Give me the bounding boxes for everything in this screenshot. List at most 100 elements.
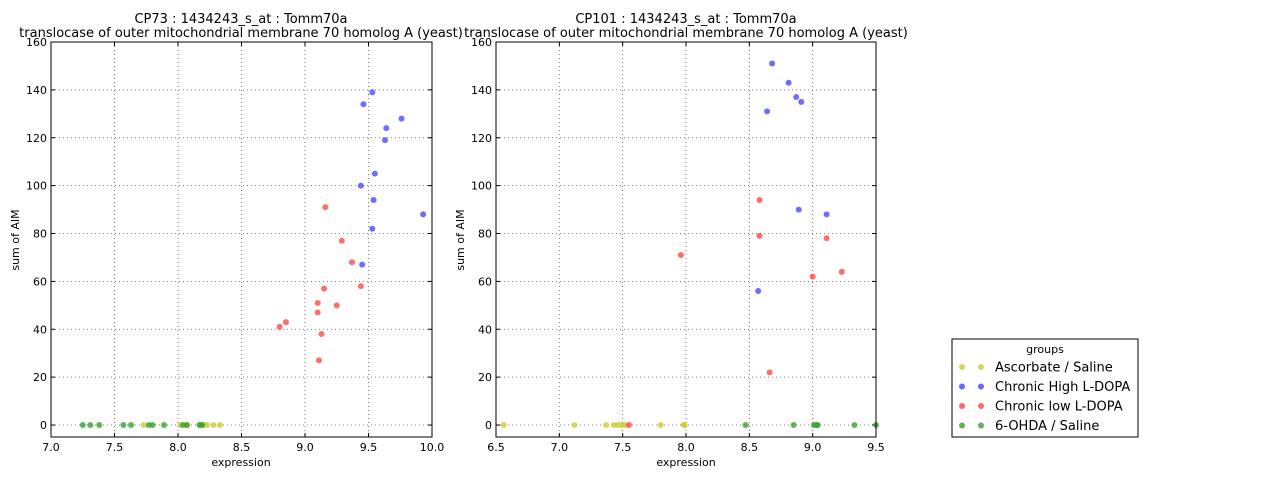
chart-1-point [314,299,321,306]
chart-1-ticks: 7.0 7.5 8.0 8.5 9.0 9.5 10.0 0 20 40 60 80 100 120 140… [26,36,444,454]
chart-2-subtitle: translocase of outer mitochondrial membr… [464,26,908,41]
chart-1-point [128,422,135,429]
chart-2-xtick-label: 9.0 [804,441,822,454]
chart-2-xtick-label: 7.0 [551,441,569,454]
chart-2-ytick-label: 80 [478,228,492,241]
legend-label: Chronic High L-DOPA [995,380,1130,395]
chart-1-point [87,422,94,429]
chart-1-grid [51,42,432,437]
chart-1-point [369,225,376,232]
chart-1-xtick-label: 7.0 [42,441,60,454]
chart-1-point [420,211,427,218]
chart-1-ytick-label: 0 [40,419,47,432]
chart-2-xtick-label: 8.5 [741,441,759,454]
chart-2-point [795,206,802,213]
chart-1-title: CP73 : 1434243_s_at : Tomm70a [134,12,347,27]
legend-marker [959,422,965,429]
chart-1-point [314,309,321,316]
chart-1-ytick-label: 60 [33,275,47,288]
chart-1-point [322,204,329,211]
chart-1-point [369,89,376,96]
chart-1-point [210,422,217,429]
chart-2-point [603,422,610,429]
chart-1-plot-frame [50,41,433,438]
chart-2-point [571,422,578,429]
chart-2-point [798,98,805,105]
chart-1-point [216,422,223,429]
chart-1-point [321,285,328,292]
legend-marker [978,364,984,370]
legend-label: Ascorbate / Saline [995,361,1113,376]
chart-2-point [500,422,507,429]
chart-1-ytick-label: 120 [26,132,47,145]
chart-2-point [755,287,762,294]
chart-1-point [360,101,367,108]
chart-2-point [790,422,797,429]
chart-1-xtick-label: 9.5 [360,441,378,454]
chart-2-ytick-label: 120 [471,132,492,145]
chart-1-point [199,422,206,429]
chart-1-ylabel: sum of AIM [9,209,22,270]
chart-2-point [793,94,800,101]
chart-1-ytick-label: 80 [33,228,47,241]
chart-1-point [315,357,322,364]
chart-2-title: CP101 : 1434243_s_at : Tomm70a [575,12,796,27]
chart-2-points [500,60,879,429]
legend-label: Chronic low L-DOPA [995,400,1123,415]
chart-2-point [785,79,792,86]
legend-title: groups [1026,343,1064,356]
chart-1-point [383,125,390,132]
chart-1-point [348,259,355,266]
chart-2-ytick-label: 140 [471,84,492,97]
chart-2-xlabel: expression [656,456,715,469]
chart-2-point [814,422,821,429]
chart-1-point [382,137,389,144]
chart-1-point [333,302,340,309]
chart-1-ytick-label: 160 [26,36,47,49]
chart-1-xtick-label: 8.0 [169,441,187,454]
chart-2-point [823,235,830,242]
chart-2-point [657,422,664,429]
chart-2-ytick-label: 60 [478,275,492,288]
chart-1-point [282,319,289,326]
chart-2-point [756,197,763,203]
chart-1-xtick-label: 8.5 [233,441,251,454]
chart-1-subtitle: translocase of outer mitochondrial membr… [19,26,463,41]
chart-2-ylabel: sum of AIM [454,209,467,270]
chart-1-point [140,422,147,429]
legend-marker [978,383,984,390]
chart-1-points [79,89,427,429]
chart-1-point [96,422,103,429]
chart-1-ytick-label: 20 [33,371,47,384]
chart-1-ytick-label: 140 [26,84,47,97]
chart-2-point [838,268,845,275]
chart-1-point [357,283,364,290]
legend-marker [959,364,965,370]
chart-1-xlabel: expression [211,456,270,469]
chart-1-point [79,422,86,429]
chart-2: CP101 : 1434243_s_at : Tomm70a transloca… [454,12,908,469]
chart-2-ytick-label: 20 [478,371,492,384]
legend-marker [978,403,984,409]
chart-2-point [681,422,688,429]
chart-2-ytick-label: 40 [478,323,492,336]
chart-1-point [357,182,364,189]
chart-1-point [370,197,377,203]
chart-1-point [359,261,366,268]
chart-2-ytick-label: 0 [485,419,492,432]
legend-items: Ascorbate / Saline Chronic High L-DOPA Chr… [959,361,1130,434]
legend-label: 6-OHDA / Saline [995,419,1099,434]
legend-marker [978,422,984,429]
chart-1-point [338,237,345,244]
chart-1-ytick-label: 40 [33,323,47,336]
chart-1-xtick-label: 9.0 [296,441,314,454]
chart-2-point [851,422,858,429]
chart-2-point [764,108,771,115]
chart-1-xtick-label: 7.5 [106,441,124,454]
chart-1-point [371,170,378,177]
chart-2-plot-frame [495,41,877,438]
chart-2-xtick-label: 7.5 [614,441,632,454]
chart-1-point [161,422,168,429]
chart-1-ytick-label: 100 [26,180,47,193]
